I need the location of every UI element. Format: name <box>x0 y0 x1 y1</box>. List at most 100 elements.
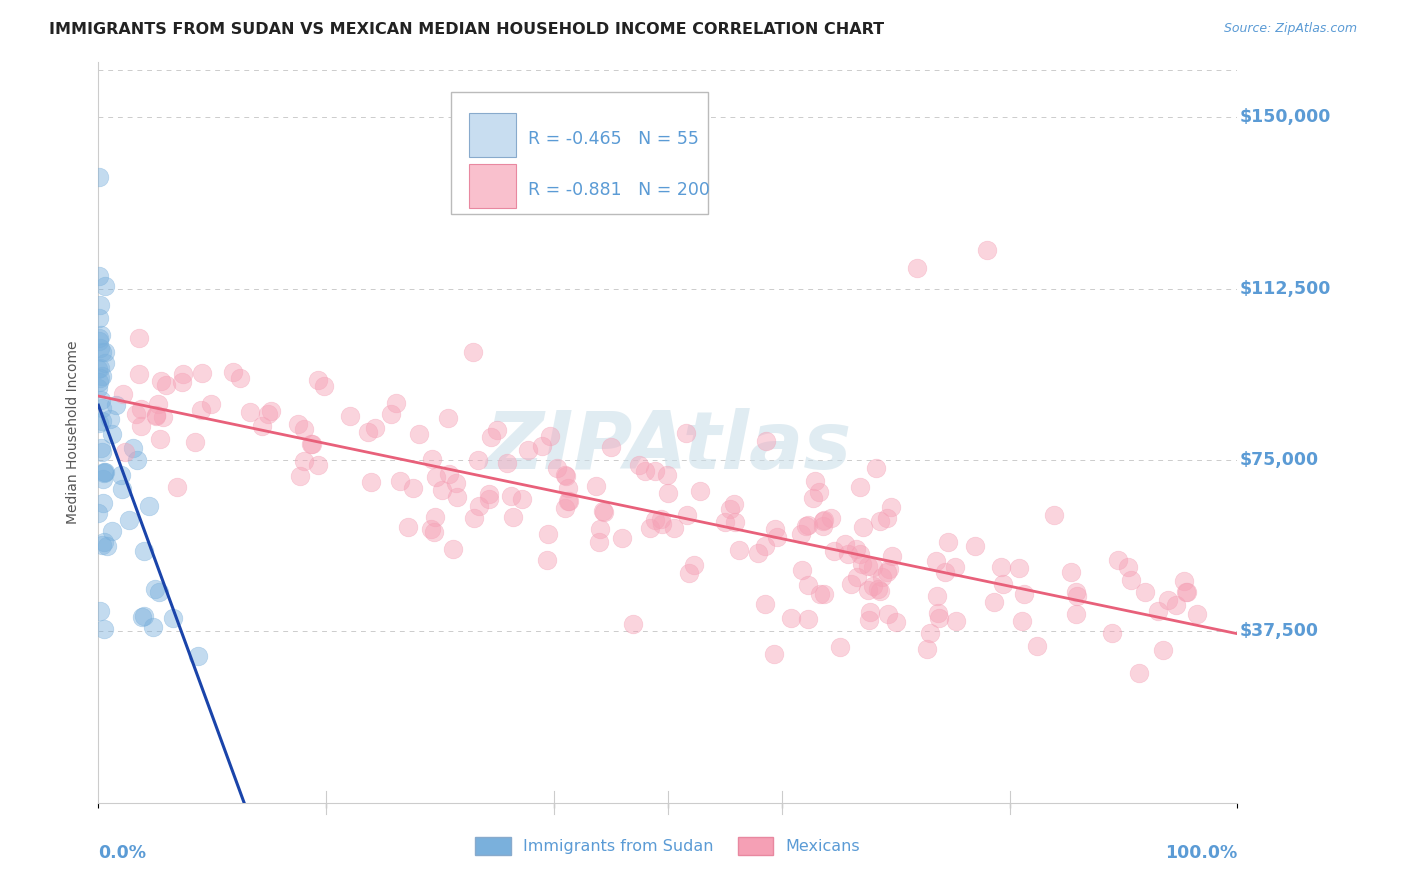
Point <box>467 453 489 467</box>
Point <box>852 520 875 534</box>
Point <box>90 392 112 407</box>
Point <box>1128 666 1150 681</box>
Point <box>557 494 579 508</box>
Point <box>676 508 699 522</box>
Point <box>856 559 879 574</box>
Point <box>162 611 184 625</box>
Text: R = -0.465   N = 55: R = -0.465 N = 55 <box>527 130 699 148</box>
Point <box>657 486 679 500</box>
Point <box>134 609 156 624</box>
Point <box>1173 574 1195 589</box>
Point <box>927 606 949 620</box>
Point <box>1175 584 1198 599</box>
Point <box>920 626 942 640</box>
Point <box>186 649 208 664</box>
Text: IMMIGRANTS FROM SUDAN VS MEXICAN MEDIAN HOUSEHOLD INCOME CORRELATION CHART: IMMIGRANTS FROM SUDAN VS MEXICAN MEDIAN … <box>49 22 884 37</box>
Point <box>1064 585 1087 599</box>
Point <box>468 499 491 513</box>
Point <box>823 543 845 558</box>
FancyBboxPatch shape <box>451 92 707 214</box>
Point <box>292 454 315 468</box>
Point <box>250 418 273 433</box>
Point <box>190 402 212 417</box>
Point <box>862 579 884 593</box>
Point <box>166 480 188 494</box>
Point <box>796 578 818 592</box>
Point <box>478 491 501 506</box>
Point <box>89 371 111 385</box>
Point <box>290 469 312 483</box>
Point <box>963 540 986 554</box>
Point <box>430 483 453 497</box>
Point <box>862 560 884 574</box>
Point <box>89 298 111 312</box>
Point <box>93 466 115 480</box>
Point <box>96 539 118 553</box>
Point <box>849 480 872 494</box>
Point <box>792 563 814 577</box>
Point <box>1147 604 1170 618</box>
Point <box>610 531 633 545</box>
Point <box>510 492 533 507</box>
Point <box>651 517 673 532</box>
Point <box>125 453 148 467</box>
Point <box>138 499 160 513</box>
Point <box>307 458 329 472</box>
Legend: Immigrants from Sudan, Mexicans: Immigrants from Sudan, Mexicans <box>470 830 866 862</box>
Point <box>866 582 889 597</box>
Point <box>869 584 891 599</box>
Point <box>150 374 173 388</box>
Point <box>723 515 745 529</box>
Point <box>851 557 873 571</box>
Point <box>1119 573 1142 587</box>
Point <box>797 517 820 532</box>
Point <box>301 437 323 451</box>
Point <box>441 542 464 557</box>
Point <box>720 502 742 516</box>
Point <box>621 617 644 632</box>
Point <box>307 373 329 387</box>
Point <box>239 405 262 419</box>
Point <box>846 570 869 584</box>
Point <box>1152 643 1174 657</box>
Point <box>813 587 835 601</box>
Point <box>839 576 862 591</box>
Point <box>876 566 898 580</box>
Point <box>93 465 115 479</box>
Point <box>1064 607 1087 621</box>
Point <box>91 472 114 486</box>
Point <box>87 375 110 389</box>
Point <box>976 243 998 257</box>
Point <box>869 514 891 528</box>
Point <box>292 421 315 435</box>
Point <box>834 537 856 551</box>
Point <box>222 365 245 379</box>
Point <box>849 547 872 561</box>
Point <box>990 559 1012 574</box>
Point <box>905 261 928 276</box>
Point <box>728 542 751 557</box>
Point <box>516 443 538 458</box>
Point <box>87 169 110 184</box>
Point <box>763 647 786 661</box>
Point <box>755 434 778 449</box>
Point <box>485 423 508 437</box>
Point <box>91 368 114 383</box>
Point <box>385 396 408 410</box>
Point <box>87 381 110 395</box>
Point <box>546 461 568 475</box>
Point <box>91 414 114 428</box>
Point <box>593 505 616 519</box>
Point <box>388 474 411 488</box>
Point <box>723 497 745 511</box>
Point <box>145 582 167 597</box>
Point <box>145 409 167 423</box>
Point <box>945 614 967 628</box>
Point <box>925 590 948 604</box>
Point <box>420 452 443 467</box>
Point <box>94 344 117 359</box>
Point <box>299 436 322 450</box>
Point <box>837 547 859 561</box>
Point <box>122 441 145 455</box>
Point <box>1012 587 1035 601</box>
